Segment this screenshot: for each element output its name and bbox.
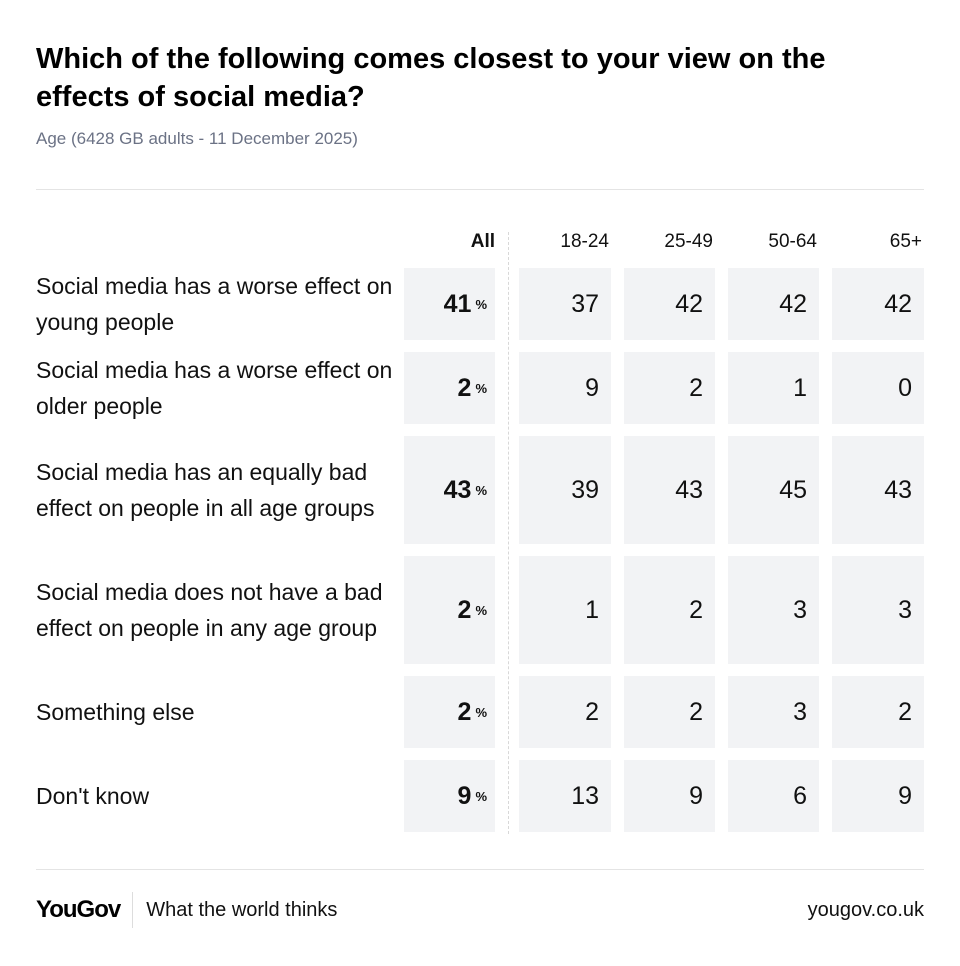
value-cell: 39	[519, 436, 611, 544]
value: 43	[443, 475, 472, 504]
value-cell: 3	[728, 556, 819, 664]
percent-sign: %	[475, 296, 487, 312]
column-header: 65+	[889, 231, 922, 252]
value-cell: 43	[624, 436, 715, 544]
value-cell: 45	[728, 436, 819, 544]
value-cell-all: 2%	[404, 676, 495, 748]
value-cell: 0	[832, 352, 924, 424]
footer: YouGov What the world thinks yougov.co.u…	[36, 892, 924, 928]
footer-separator	[132, 892, 134, 928]
value-cell: 42	[728, 268, 819, 340]
value-cell: 6	[728, 760, 819, 832]
value: 2	[457, 697, 472, 726]
column-header: All	[470, 231, 495, 252]
value-cell: 2	[832, 676, 924, 748]
value: 41	[443, 289, 472, 318]
value-cell: 3	[832, 556, 924, 664]
percent-sign: %	[475, 788, 487, 804]
value-cell: 2	[624, 556, 715, 664]
yougov-logo: YouGov	[36, 896, 121, 923]
value-cell-all: 9%	[404, 760, 495, 832]
chart-title: Which of the following comes closest to …	[36, 43, 826, 113]
value-cell: 1	[519, 556, 611, 664]
value-cell-all: 2%	[404, 352, 495, 424]
row-label: Social media has an equally bad effect o…	[36, 459, 375, 521]
row-label: Social media has a worse effect on young…	[36, 273, 393, 335]
column-header: 25-49	[664, 231, 713, 252]
value-cell: 9	[624, 760, 715, 832]
value-cell: 37	[519, 268, 611, 340]
value-cell: 3	[728, 676, 819, 748]
value-cell: 9	[832, 760, 924, 832]
column-divider	[508, 232, 509, 834]
column-header: 50-64	[768, 231, 817, 252]
value-cell: 1	[728, 352, 819, 424]
percent-sign: %	[475, 602, 487, 618]
row-label: Social media does not have a bad effect …	[36, 579, 383, 641]
value: 9	[457, 781, 472, 810]
percent-sign: %	[475, 482, 487, 498]
value-cell: 13	[519, 760, 611, 832]
value-cell: 2	[624, 676, 715, 748]
value-cell-all: 43%	[404, 436, 495, 544]
value-cell: 9	[519, 352, 611, 424]
chart-subtitle: Age (6428 GB adults - 11 December 2025)	[36, 129, 358, 148]
divider	[36, 189, 924, 190]
value-cell: 43	[832, 436, 924, 544]
value-cell-all: 41%	[404, 268, 495, 340]
column-header: 18-24	[560, 231, 609, 252]
results-table: All 18-24 25-49 50-64 65+ Social media has a …	[36, 228, 924, 832]
row-label: Don't know	[36, 783, 150, 809]
value-cell: 42	[624, 268, 715, 340]
tagline: What the world thinks	[146, 898, 338, 921]
value-cell-all: 2%	[404, 556, 495, 664]
percent-sign: %	[475, 704, 487, 720]
value: 2	[457, 373, 472, 402]
row-label: Social media has a worse effect on older…	[36, 357, 393, 419]
row-label: Something else	[36, 699, 195, 725]
divider	[36, 869, 924, 870]
value-cell: 2	[519, 676, 611, 748]
percent-sign: %	[475, 380, 487, 396]
website-link[interactable]: yougov.co.uk	[807, 898, 924, 921]
value: 2	[457, 595, 472, 624]
value-cell: 2	[624, 352, 715, 424]
value-cell: 42	[832, 268, 924, 340]
